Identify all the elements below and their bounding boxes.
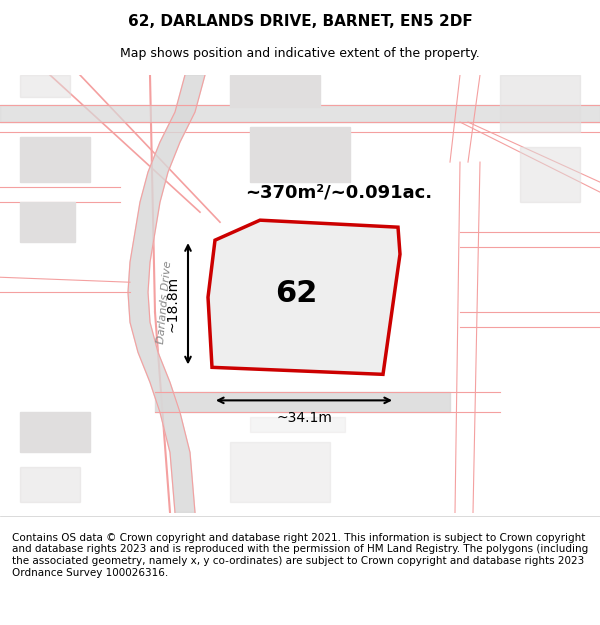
Polygon shape bbox=[208, 220, 400, 374]
Bar bbox=[20, 202, 75, 242]
Text: 62: 62 bbox=[275, 279, 317, 308]
Bar bbox=[500, 75, 580, 132]
Polygon shape bbox=[155, 392, 450, 412]
Bar bbox=[250, 127, 350, 182]
Polygon shape bbox=[0, 105, 600, 122]
Text: Darlands Drive: Darlands Drive bbox=[157, 260, 173, 344]
Text: 62, DARLANDS DRIVE, BARNET, EN5 2DF: 62, DARLANDS DRIVE, BARNET, EN5 2DF bbox=[128, 14, 472, 29]
Text: ~370m²/~0.091ac.: ~370m²/~0.091ac. bbox=[245, 183, 432, 201]
Text: ~18.8m: ~18.8m bbox=[166, 276, 180, 332]
Bar bbox=[230, 75, 320, 107]
Polygon shape bbox=[128, 75, 205, 512]
Bar bbox=[520, 147, 580, 202]
Bar bbox=[230, 442, 330, 503]
Text: ~34.1m: ~34.1m bbox=[276, 411, 332, 426]
Bar bbox=[250, 418, 345, 432]
Bar bbox=[20, 412, 90, 452]
Text: Map shows position and indicative extent of the property.: Map shows position and indicative extent… bbox=[120, 48, 480, 61]
Bar bbox=[20, 468, 80, 502]
Bar bbox=[20, 75, 70, 97]
Bar bbox=[20, 137, 90, 182]
Text: Contains OS data © Crown copyright and database right 2021. This information is : Contains OS data © Crown copyright and d… bbox=[12, 532, 588, 578]
